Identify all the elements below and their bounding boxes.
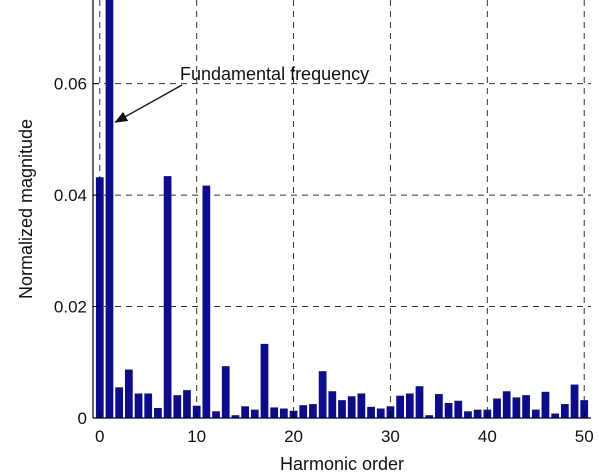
bar bbox=[376, 408, 385, 418]
x-axis-label: Harmonic order bbox=[280, 454, 404, 474]
annotation-text: Fundamental frequency bbox=[180, 64, 369, 84]
bar bbox=[202, 185, 211, 418]
bar bbox=[396, 395, 405, 418]
bar bbox=[95, 177, 104, 418]
bar bbox=[367, 406, 375, 418]
y-tick-label: 0.06 bbox=[54, 75, 87, 94]
bar bbox=[299, 405, 308, 418]
bar bbox=[347, 396, 356, 418]
bar bbox=[250, 409, 259, 418]
bar bbox=[531, 409, 540, 418]
bar bbox=[357, 393, 366, 418]
bar bbox=[551, 413, 560, 418]
bar bbox=[115, 387, 124, 418]
bar bbox=[454, 400, 463, 418]
bar bbox=[163, 176, 172, 418]
bar bbox=[541, 391, 550, 418]
y-tick-label: 0 bbox=[78, 409, 87, 428]
bar bbox=[425, 415, 434, 418]
bar bbox=[435, 394, 443, 418]
bar bbox=[444, 402, 453, 418]
bar bbox=[318, 371, 327, 418]
bar bbox=[134, 393, 143, 418]
bar bbox=[493, 398, 501, 418]
bar bbox=[105, 0, 114, 418]
bar bbox=[124, 369, 133, 418]
bar bbox=[192, 405, 201, 418]
y-tick-label: 0.02 bbox=[54, 298, 87, 317]
annotation-arrow bbox=[114, 84, 183, 123]
bar bbox=[221, 366, 230, 418]
bar bbox=[231, 415, 240, 418]
bar bbox=[522, 395, 530, 418]
bar bbox=[154, 407, 162, 418]
bar bbox=[270, 407, 279, 418]
bar bbox=[473, 409, 482, 418]
bar bbox=[512, 397, 521, 418]
bar bbox=[338, 400, 346, 418]
bar bbox=[328, 391, 337, 418]
x-tick-label: 10 bbox=[187, 427, 206, 446]
bar bbox=[173, 395, 182, 418]
bar bbox=[183, 390, 191, 418]
bars bbox=[95, 0, 589, 418]
bar bbox=[580, 400, 589, 418]
bar bbox=[144, 393, 153, 418]
bar bbox=[260, 343, 269, 418]
axes: 0 10 20 30 40 50 0 0.02 0.04 0.06 bbox=[54, 0, 594, 446]
y-tick-label: 0.04 bbox=[54, 186, 87, 205]
y-axis-label: Normalized magnitude bbox=[16, 119, 36, 299]
bar bbox=[464, 411, 472, 418]
bar bbox=[241, 406, 249, 418]
bar bbox=[212, 411, 220, 418]
x-tick-label: 20 bbox=[284, 427, 303, 446]
x-tick-label: 0 bbox=[95, 427, 104, 446]
bar bbox=[502, 391, 511, 418]
bar bbox=[415, 386, 424, 418]
grid bbox=[93, 0, 591, 418]
x-tick-label: 50 bbox=[575, 427, 594, 446]
bar bbox=[560, 404, 569, 418]
bar bbox=[570, 384, 579, 418]
bar bbox=[405, 393, 414, 418]
bar bbox=[279, 408, 288, 418]
x-tick-label: 40 bbox=[478, 427, 497, 446]
bar bbox=[309, 404, 317, 418]
annotation: Fundamental frequency bbox=[114, 64, 369, 123]
x-tick-label: 30 bbox=[381, 427, 400, 446]
